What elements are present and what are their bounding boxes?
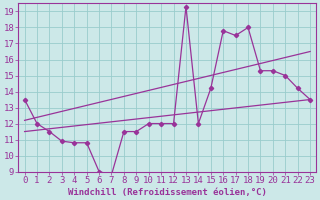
X-axis label: Windchill (Refroidissement éolien,°C): Windchill (Refroidissement éolien,°C): [68, 188, 267, 197]
